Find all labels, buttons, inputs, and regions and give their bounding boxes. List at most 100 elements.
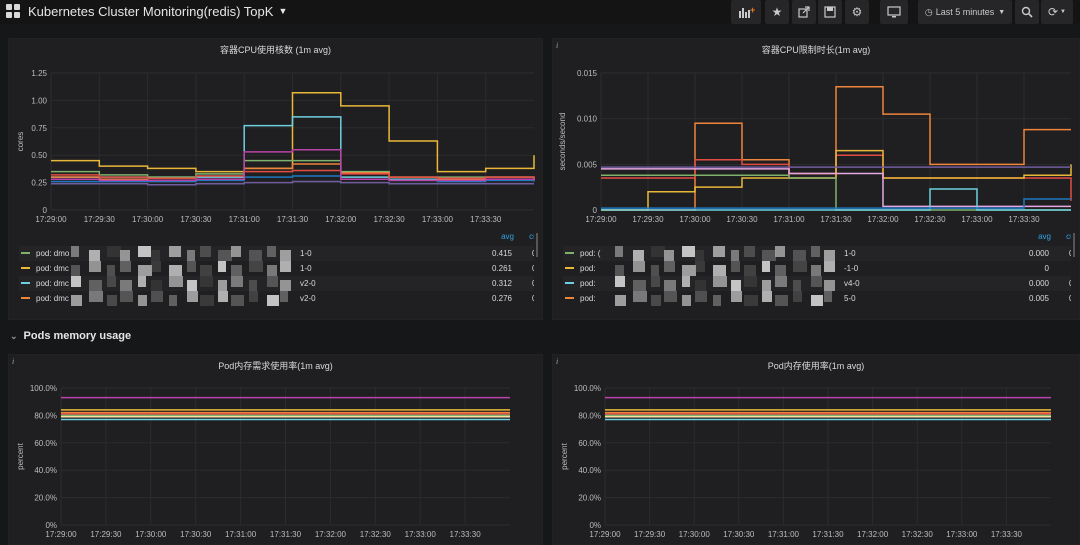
legend-current-value: 0 — [1049, 264, 1071, 273]
legend-scrollbar[interactable] — [536, 233, 538, 257]
legend-avg-value: 0.000 — [1028, 249, 1049, 258]
settings-button[interactable]: ⚙ — [845, 0, 869, 24]
x-tick-label: 17:31:00 — [225, 530, 257, 539]
redacted-text — [615, 291, 835, 306]
legend-series-suffix: 1-0 — [300, 249, 312, 258]
series-line[interactable] — [51, 91, 535, 173]
legend-row[interactable]: pod: v4-0 0.0000.000 — [563, 276, 1071, 291]
x-tick-label: 17:31:00 — [773, 215, 805, 224]
chart-legend: avgcurrentpod: (1-00.0000.000pod:-1-000p… — [563, 232, 1071, 318]
y-tick-label: 60.0% — [578, 439, 601, 448]
refresh-button[interactable]: ⟳ ▼ — [1041, 0, 1073, 24]
gear-icon: ⚙ — [851, 5, 863, 19]
chevron-down-icon: ▼ — [1060, 9, 1066, 15]
time-range-picker[interactable]: ◷ Last 5 minutes ▼ — [918, 0, 1012, 24]
redacted-text — [615, 276, 835, 291]
save-icon — [824, 6, 836, 18]
line-chart[interactable]: 100.0% 80.0% 60.0% 40.0% 20.0% 0%17:29:00 17:2… — [9, 355, 544, 541]
redacted-text — [71, 261, 291, 276]
legend-row[interactable]: pod: dmc 1-0 0.2610.261 — [19, 261, 534, 276]
x-tick-label: 17:32:00 — [325, 215, 357, 224]
x-tick-label: 17:30:30 — [726, 215, 758, 224]
y-tick-label: 0.005 — [577, 160, 598, 169]
series-line[interactable] — [601, 85, 1071, 211]
share-button[interactable] — [792, 0, 816, 24]
y-tick-label: 0.25 — [31, 179, 47, 188]
x-tick-label: 17:32:00 — [857, 530, 889, 539]
legend-swatch — [21, 282, 30, 284]
legend-row[interactable]: pod: (1-0 0.0000.000 — [563, 246, 1071, 261]
memory-usage-panel: i Pod内存使用率(1m avg) 100.0% 80.0% 60.0% 40.0%… — [552, 354, 1080, 545]
legend-avg-header[interactable]: avg — [1038, 232, 1051, 241]
legend-avg-header[interactable]: avg — [501, 232, 514, 241]
panel-title[interactable]: 容器CPU限制时长(1m avg) — [761, 45, 871, 55]
x-tick-label: 17:33:00 — [961, 215, 993, 224]
x-tick-label: 17:29:30 — [634, 530, 666, 539]
info-icon[interactable]: i — [12, 357, 15, 366]
legend-current-value: 0.005 — [1049, 294, 1071, 303]
x-tick-label: 17:32:30 — [914, 215, 946, 224]
x-tick-label: 17:30:30 — [180, 530, 212, 539]
series-line[interactable] — [601, 149, 1072, 211]
legend-series-suffix: 1-0 — [844, 249, 856, 258]
legend-series-name: pod: dmc — [36, 279, 69, 288]
legend-current-value: 0.312 — [512, 279, 534, 288]
line-chart[interactable]: 1.25 1.00 0.75 0.50 0.25 017:29:00 17:29:30 17:… — [9, 39, 544, 226]
series-line[interactable] — [51, 180, 534, 186]
legend-row[interactable]: pod: dmc v2-0 0.3120.312 — [19, 276, 534, 291]
series-line[interactable] — [601, 174, 1071, 211]
add-panel-icon: + — [739, 5, 755, 18]
redacted-text — [71, 291, 291, 306]
add-panel-button[interactable]: + — [731, 0, 761, 24]
panel-title[interactable]: 容器CPU使用核数 (1m avg) — [219, 45, 331, 55]
series-line[interactable] — [51, 169, 535, 179]
legend-series-suffix: v2-0 — [300, 294, 316, 303]
legend-avg-value: 0.005 — [1028, 294, 1049, 303]
row-section-header[interactable]: ⌄ Pods memory usage — [10, 330, 131, 342]
x-tick-label: 17:31:00 — [768, 530, 800, 539]
x-tick-label: 17:29:30 — [84, 215, 116, 224]
line-chart[interactable]: 100.0% 80.0% 60.0% 40.0% 20.0% 0%17:29:00 17:2… — [553, 355, 1080, 541]
x-tick-label: 17:31:30 — [277, 215, 309, 224]
legend-row[interactable]: pod: -1-0 00 — [563, 261, 1071, 276]
tv-mode-button[interactable] — [880, 0, 908, 24]
dashboards-grid-icon[interactable] — [6, 4, 20, 18]
legend-series-name: pod: — [580, 264, 596, 273]
chevron-down-icon: ▼ — [278, 6, 288, 16]
panel-title[interactable]: Pod内存使用率(1m avg) — [767, 361, 865, 371]
chart-legend: avg current pod: dmo 1-0 0.4150.327 pod: dmc 1… — [19, 232, 534, 318]
series-line[interactable] — [51, 148, 535, 182]
series-line[interactable] — [601, 188, 1071, 211]
x-tick-label: 17:33:00 — [422, 215, 454, 224]
x-tick-label: 17:33:30 — [991, 530, 1023, 539]
legend-row[interactable]: pod: dmo 1-0 0.4150.327 — [19, 246, 534, 261]
x-tick-label: 17:33:00 — [946, 530, 978, 539]
zoom-out-button[interactable] — [1015, 0, 1039, 24]
series-line[interactable] — [601, 198, 1071, 209]
legend-current-value: 0.000 — [1049, 249, 1071, 258]
y-tick-label: 1.00 — [31, 96, 47, 105]
save-button[interactable] — [818, 0, 842, 24]
x-tick-label: 17:33:30 — [1008, 215, 1040, 224]
legend-row[interactable]: pod: dmc v2-0 0.2760.276 — [19, 291, 534, 306]
line-chart[interactable]: 0.015 0.010 0.005 017:29:00 17:29:30 17:30:00… — [553, 39, 1080, 226]
y-tick-label: 0.75 — [31, 124, 47, 133]
x-tick-label: 17:29:30 — [90, 530, 122, 539]
x-tick-label: 17:31:30 — [820, 215, 852, 224]
info-icon[interactable]: i — [556, 41, 559, 50]
x-tick-label: 17:31:30 — [812, 530, 844, 539]
x-tick-label: 17:31:00 — [229, 215, 261, 224]
legend-series-name: pod: dmo — [36, 249, 70, 258]
panel-title[interactable]: Pod内存需求使用率(1m avg) — [218, 361, 333, 371]
legend-series-suffix: v2-0 — [300, 279, 316, 288]
legend-current-header[interactable]: current — [1066, 232, 1071, 241]
dashboard-title[interactable]: Kubernetes Cluster Monitoring(redis) Top… — [28, 4, 287, 19]
legend-scrollbar[interactable] — [1073, 233, 1075, 257]
y-tick-label: 0% — [589, 521, 601, 530]
info-icon[interactable]: i — [556, 357, 559, 366]
y-tick-label: 80.0% — [34, 411, 57, 420]
star-button[interactable]: ★ — [765, 0, 789, 24]
search-icon — [1021, 6, 1033, 18]
legend-current-header[interactable]: current — [529, 232, 534, 241]
